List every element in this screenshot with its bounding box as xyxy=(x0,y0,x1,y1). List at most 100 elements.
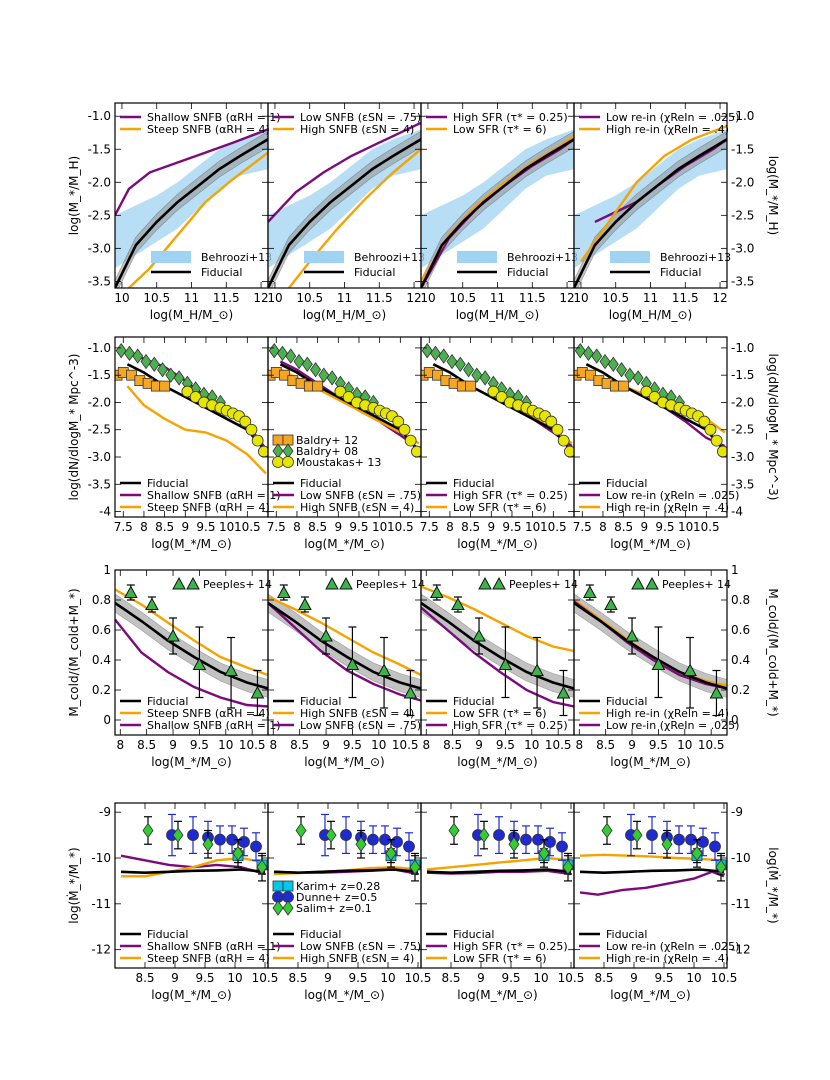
fiducial-line xyxy=(432,363,573,453)
obs-point-dunne xyxy=(709,840,721,853)
x-tick-label: 9 xyxy=(487,520,495,534)
x-axis-label: log(M_H/M_⊙) xyxy=(456,308,539,322)
legend-label: Low re-in (χReIn = .025) xyxy=(606,489,739,502)
obs-point-baldry08 xyxy=(285,348,297,364)
obs-point-baldry08 xyxy=(438,348,450,364)
x-tick-label: 9.5 xyxy=(190,738,209,752)
x-tick-label: 10 xyxy=(372,520,387,534)
legend-label: Fiducial xyxy=(300,695,341,708)
x-axis-label: log(M_*/M_⊙) xyxy=(457,755,537,769)
legend-label: Shallow SNFB (αRH = 1) xyxy=(147,940,281,953)
legend-label: Fiducial xyxy=(453,477,494,490)
legend-label: Fiducial xyxy=(606,928,647,941)
series-line-purple xyxy=(421,606,574,708)
legend-label: Low SFR (τ* = 6) xyxy=(453,501,547,514)
legend-label: Low SNFB (εSN = .75) xyxy=(300,489,421,502)
y-tick-label-right: -2.0 xyxy=(731,175,754,189)
obs-point-baldry12 xyxy=(432,369,443,381)
legend-label: Low SFR (τ* = 6) xyxy=(453,952,547,965)
y-tick-label-left: -2.0 xyxy=(88,175,111,189)
obs-point-baldry08 xyxy=(479,370,491,386)
legend-label: Fiducial xyxy=(606,695,647,708)
legend-label: Peeples+ 14 xyxy=(356,578,425,591)
legend-label: Fiducial xyxy=(660,266,701,279)
x-tick-label: 7.5 xyxy=(573,520,592,534)
legend-label: Fiducial xyxy=(453,928,494,941)
x-tick-label: 10.5 xyxy=(693,520,720,534)
legend-label: Fiducial xyxy=(606,477,647,490)
series-line-orange xyxy=(580,124,727,263)
obs-point-dunne xyxy=(250,840,262,853)
legend-label: Low SNFB (εSN = .75) xyxy=(300,940,421,953)
obs-point-baldry08 xyxy=(293,353,305,370)
fiducial-line xyxy=(426,868,572,875)
y-tick-label-right: -2.0 xyxy=(731,395,754,409)
legend-label: Low re-in (χReIn = .025) xyxy=(606,719,739,732)
y-tick-label-right: -2.5 xyxy=(731,208,754,222)
plot-area xyxy=(115,342,268,475)
x-tick-label: 10 xyxy=(677,738,692,752)
fiducial-line xyxy=(585,363,726,453)
x-tick-label: 10.5 xyxy=(252,971,279,985)
y-tick-label-right: 0.2 xyxy=(731,683,750,697)
obs-point-peeples xyxy=(298,597,312,610)
x-axis-label: log(M_*/M_⊙) xyxy=(457,988,537,1002)
x-axis-label: log(M_*/M_⊙) xyxy=(151,755,231,769)
obs-point-peeples xyxy=(683,663,697,676)
y-tick-label-right: -3.0 xyxy=(731,241,754,255)
obs-point-baldry08 xyxy=(607,356,619,372)
series-line-purple xyxy=(115,618,268,708)
obs-point-baldry12 xyxy=(126,369,137,381)
x-tick-label: 10 xyxy=(218,738,233,752)
legend-label: Behroozi+13 xyxy=(660,251,731,264)
y-tick-label-right: -1.5 xyxy=(731,142,754,156)
x-axis-label: log(M_*/M_⊙) xyxy=(610,755,690,769)
obs-point-peeples xyxy=(224,663,238,676)
y-axis-label-right: log(Ṁ_*/M_*) xyxy=(766,847,781,923)
obs-point-baldry08 xyxy=(591,348,603,364)
legend-label: Moustakas+ 13 xyxy=(296,456,381,469)
x-tick-label: 10.5 xyxy=(143,291,170,305)
x-tick-label: 9.5 xyxy=(195,971,214,985)
x-tick-label: 8.5 xyxy=(441,971,460,985)
legend-label: High SNFB (εSN = 4) xyxy=(300,501,414,514)
obs-point-baldry08 xyxy=(148,356,160,372)
legend-label: Baldry+ 08 xyxy=(296,445,358,458)
obs-point-baldry08 xyxy=(310,362,322,378)
obs-point-salim xyxy=(562,859,574,875)
x-tick-label: 10.5 xyxy=(392,738,419,752)
obs-point-baldry08 xyxy=(471,367,483,383)
obs-point-baldry08 xyxy=(463,362,475,378)
plot-area xyxy=(268,584,421,717)
x-tick-label: 8 xyxy=(599,520,607,534)
obs-point-peeples xyxy=(192,657,207,670)
obs-point-baldry08 xyxy=(318,367,330,383)
plot-area xyxy=(273,813,421,882)
x-tick-label: 9 xyxy=(477,971,485,985)
obs-point-dunne xyxy=(340,829,352,841)
x-tick-label: 8.5 xyxy=(596,738,615,752)
plot-area xyxy=(115,584,268,717)
plot-area xyxy=(268,342,421,458)
x-tick-label: 8 xyxy=(446,520,454,534)
obs-point-peeples xyxy=(429,585,444,598)
y-tick-label-left: 1 xyxy=(103,563,111,577)
x-tick-label: 9 xyxy=(628,738,636,752)
y-axis-label-right: M_cold/(M_cold+M_*) xyxy=(766,588,780,716)
x-tick-label: 9.5 xyxy=(496,738,515,752)
obs-point-salim xyxy=(508,836,520,852)
obs-point-peeples xyxy=(403,685,418,699)
legend-label: Fiducial xyxy=(147,928,188,941)
y-axis-label-left: M_cold/(M_cold+M_*) xyxy=(67,588,81,716)
fiducial-line xyxy=(115,138,268,288)
obs-point-salim xyxy=(631,827,643,843)
legend-marker xyxy=(282,443,294,459)
obs-point-moustakas xyxy=(710,434,723,447)
obs-point-baldry12 xyxy=(585,369,596,381)
x-tick-label: 10.5 xyxy=(558,971,585,985)
x-tick-label: 11.5 xyxy=(213,291,240,305)
